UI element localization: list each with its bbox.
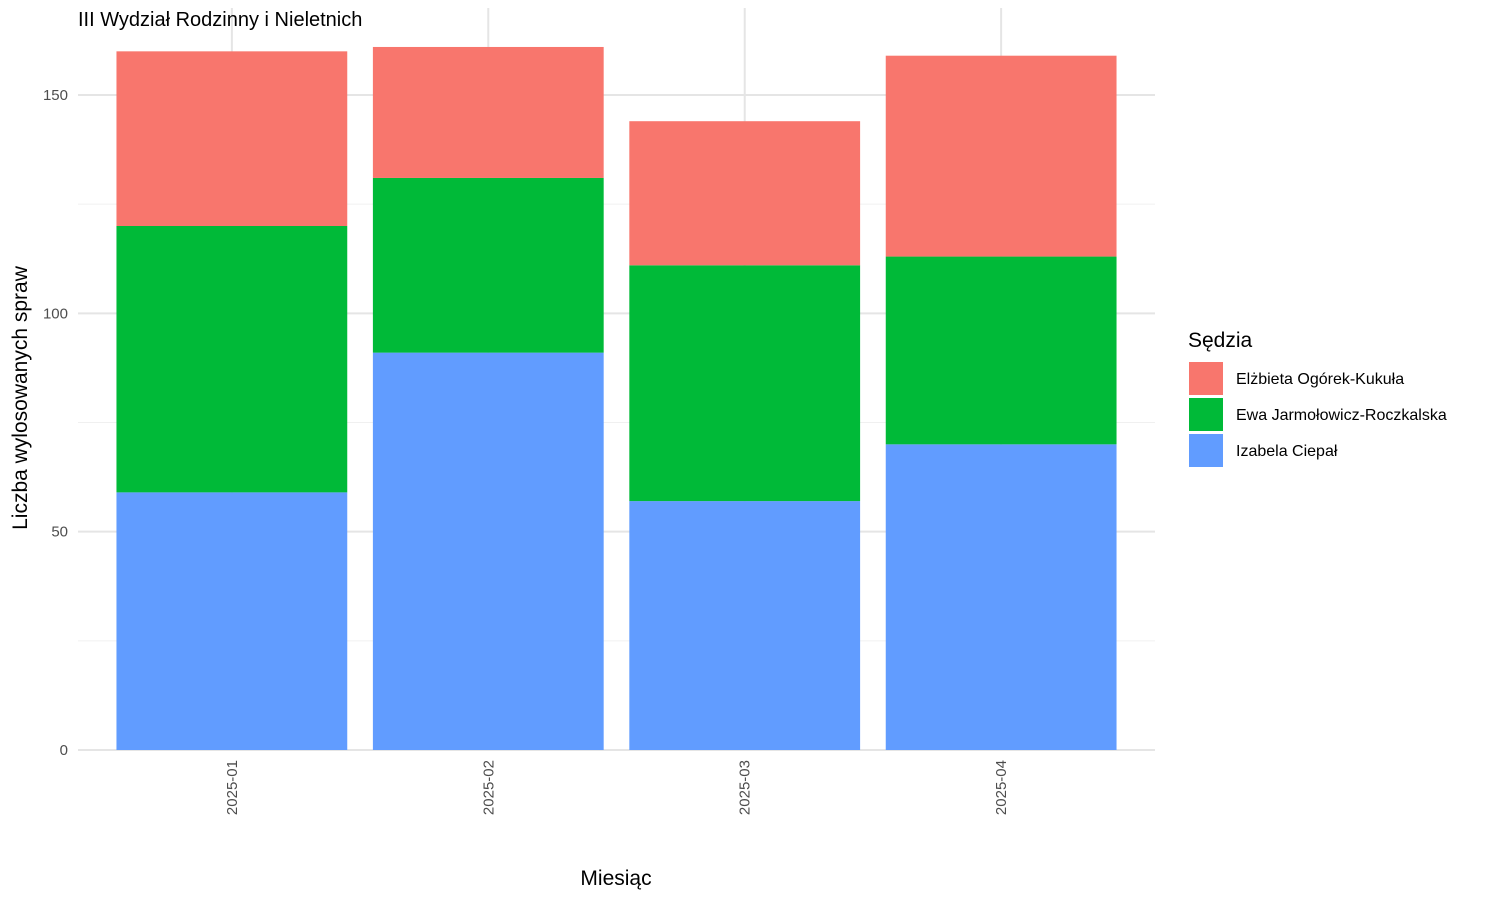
legend-label: Elżbieta Ogórek-Kukuła <box>1236 371 1404 388</box>
legend-label: Izabela Ciepał <box>1236 443 1338 460</box>
y-axis-ticks: 0 50 100 150 <box>43 87 68 759</box>
legend-title: Sędzia <box>1188 329 1253 352</box>
x-tick-label: 2025-04 <box>993 760 1010 815</box>
y-axis-title: Liczba wylosowanych spraw <box>9 265 32 530</box>
legend-swatch <box>1189 362 1223 395</box>
bar-segment-2025-04-1 <box>885 256 1117 445</box>
bars <box>116 46 1117 750</box>
bar-segment-2025-01-0 <box>116 492 348 750</box>
x-axis-ticks: 2025-01 2025-02 2025-03 2025-04 <box>224 760 1010 815</box>
y-tick-label: 50 <box>51 524 68 541</box>
x-tick-label: 2025-03 <box>737 760 754 815</box>
bar-segment-2025-01-2 <box>116 51 348 227</box>
legend-swatch <box>1189 398 1223 431</box>
chart-title: III Wydział Rodzinny i Nieletnich <box>78 9 362 31</box>
legend-swatch <box>1189 434 1223 467</box>
legend: Sędzia Elżbieta Ogórek-Kukuła Ewa Jarmoło… <box>1188 329 1447 467</box>
bar-segment-2025-04-2 <box>885 55 1117 257</box>
bar-segment-2025-04-0 <box>885 444 1117 750</box>
bar-segment-2025-01-1 <box>116 226 348 493</box>
y-tick-label: 150 <box>43 87 68 104</box>
y-tick-label: 0 <box>60 742 68 759</box>
bar-segment-2025-03-2 <box>629 121 861 266</box>
x-tick-label: 2025-01 <box>224 760 241 815</box>
legend-label: Ewa Jarmołowicz-Roczkalska <box>1236 407 1447 424</box>
x-axis-title: Miesiąc <box>580 867 651 890</box>
legend-items: Elżbieta Ogórek-Kukuła Ewa Jarmołowicz-Ro… <box>1189 362 1447 467</box>
bar-segment-2025-02-1 <box>372 177 604 353</box>
x-tick-label: 2025-02 <box>480 760 497 815</box>
bar-segment-2025-03-1 <box>629 265 861 502</box>
y-tick-label: 100 <box>43 305 68 322</box>
bar-segment-2025-02-2 <box>372 46 604 178</box>
bar-segment-2025-02-0 <box>372 352 604 750</box>
bar-segment-2025-03-0 <box>629 501 861 750</box>
